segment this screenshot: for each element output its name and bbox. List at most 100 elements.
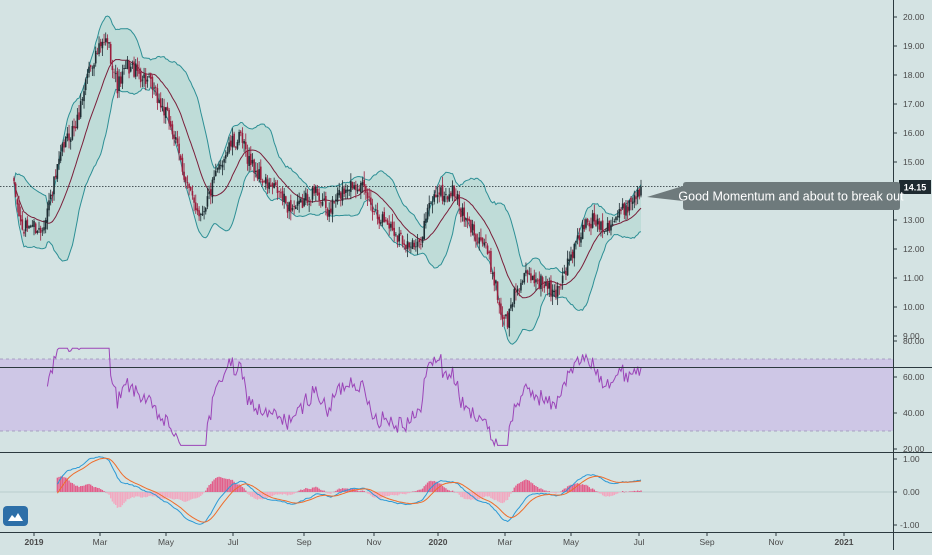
macd-histogram-bar — [141, 492, 144, 498]
candle-body — [351, 182, 354, 188]
candle-body — [478, 237, 481, 244]
candle-body — [203, 211, 205, 213]
candle-body — [173, 134, 175, 139]
candle-body — [290, 200, 292, 212]
macd-histogram-bar — [513, 487, 515, 492]
macd-histogram-bar — [638, 491, 641, 492]
macd-histogram-bar — [74, 485, 77, 492]
candle-body — [219, 164, 222, 166]
candle-body — [378, 216, 380, 224]
macd-histogram-bar — [606, 492, 609, 497]
macd-histogram-bar — [403, 492, 405, 495]
macd-histogram-bar — [233, 481, 235, 492]
candle-body — [486, 245, 489, 254]
candle-body — [298, 200, 300, 205]
candle-body — [413, 242, 416, 247]
macd-histogram-bar — [516, 483, 519, 492]
candle-body — [553, 290, 556, 293]
macd-histogram-bar — [113, 492, 115, 504]
macd-histogram-bar — [250, 492, 252, 497]
macd-histogram-bar — [525, 479, 527, 492]
candle-body — [153, 87, 155, 89]
macd-histogram-bar — [191, 492, 194, 499]
candle-body — [345, 189, 347, 194]
y-tick-label: 80.00 — [903, 336, 925, 346]
macd-histogram-bar — [618, 492, 621, 493]
macd-histogram-bar — [218, 476, 220, 492]
candle-body — [426, 207, 429, 220]
candle-body — [375, 209, 377, 211]
macd-panel[interactable] — [0, 456, 893, 525]
candle-body — [490, 251, 492, 272]
candle-body — [461, 207, 464, 216]
candle-body — [161, 106, 164, 107]
macd-histogram-bar — [286, 492, 289, 496]
macd-histogram-bar — [603, 492, 606, 497]
candle-body — [386, 220, 389, 225]
macd-histogram-bar — [143, 492, 145, 497]
candle-body — [383, 211, 385, 222]
macd-histogram-bar — [288, 492, 290, 495]
candle-body — [610, 224, 612, 231]
macd-histogram-bar — [206, 487, 209, 492]
candle-body — [361, 182, 364, 186]
macd-histogram-bar — [85, 484, 87, 492]
candle-body — [526, 270, 529, 275]
macd-histogram-bar — [553, 492, 555, 493]
price-panel[interactable] — [0, 15, 893, 345]
candle-body — [121, 71, 124, 84]
annotation-callout[interactable]: Good Momentum and about to break out — [647, 182, 904, 210]
macd-histogram-bar — [391, 492, 394, 495]
macd-histogram-bar — [306, 488, 309, 492]
candle-body — [96, 52, 99, 54]
candle-body — [84, 79, 87, 91]
candle-body — [246, 150, 249, 164]
candle-body — [201, 213, 204, 216]
macd-histogram-bar — [280, 492, 282, 495]
macd-histogram-bar — [441, 486, 444, 492]
macd-histogram-bar — [400, 492, 402, 494]
rsi-panel[interactable] — [0, 347, 893, 448]
candle-body — [300, 198, 302, 203]
candle-body — [159, 98, 162, 108]
candle-body — [595, 220, 597, 226]
x-tick-label: 2020 — [429, 537, 448, 547]
macd-histogram-bar — [108, 492, 110, 495]
candle-body — [133, 61, 135, 77]
macd-histogram-bar — [276, 492, 279, 495]
candle-body — [415, 246, 417, 248]
macd-histogram-bar — [178, 492, 180, 500]
candle-body — [598, 221, 601, 230]
candle-body — [53, 176, 55, 195]
signal-line — [56, 457, 642, 523]
macd-histogram-bar — [71, 483, 74, 492]
y-tick-label: 40.00 — [903, 408, 925, 418]
macd-histogram-bar — [181, 492, 184, 501]
y-tick-label: 1.00 — [903, 454, 920, 464]
candle-body — [18, 203, 20, 217]
candle-body — [416, 241, 419, 247]
macd-histogram-bar — [66, 478, 69, 492]
candle-body — [541, 277, 544, 285]
macd-histogram-bar — [176, 492, 179, 499]
macd-histogram-bar — [226, 479, 229, 492]
candle-body — [58, 158, 60, 165]
macd-histogram-bar — [361, 490, 364, 492]
macd-histogram-bar — [255, 492, 257, 499]
y-tick-label: 10.00 — [903, 302, 925, 312]
macd-histogram-bar — [313, 487, 315, 492]
candle-body — [435, 194, 437, 198]
macd-histogram-bar — [563, 488, 565, 492]
candle-body — [273, 183, 275, 189]
candle-body — [376, 209, 379, 219]
macd-histogram-bar — [378, 492, 380, 499]
macd-histogram-bar — [331, 492, 334, 493]
macd-histogram-bar — [341, 488, 344, 492]
candle-body — [466, 218, 469, 221]
macd-histogram-bar — [298, 490, 300, 492]
candle-body — [448, 194, 451, 202]
candle-body — [231, 135, 234, 148]
candle-body — [491, 272, 494, 274]
macd-histogram-bar — [115, 492, 117, 505]
